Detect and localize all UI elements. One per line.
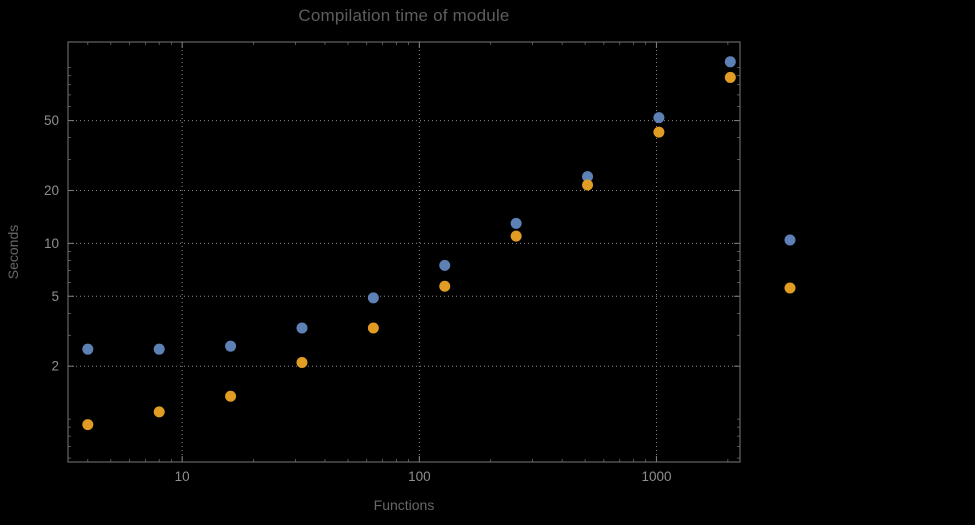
legend-marker-series-1 <box>784 234 796 246</box>
y-tick-label: 20 <box>44 183 59 198</box>
legend-marker-series-2 <box>784 282 796 294</box>
chart-title: Compilation time of module <box>298 6 510 25</box>
y-tick-label: 2 <box>51 359 59 374</box>
x-tick-label: 10 <box>175 469 190 484</box>
data-point-series-2 <box>82 419 94 431</box>
data-point-series-2 <box>225 390 237 402</box>
x-tick-label: 100 <box>408 469 431 484</box>
data-point-series-1 <box>225 340 237 352</box>
x-axis-label: Functions <box>373 497 435 513</box>
data-point-series-1 <box>82 343 94 355</box>
y-axis-label: Seconds <box>5 224 21 280</box>
data-point-series-2 <box>582 179 594 191</box>
data-point-series-1 <box>367 292 379 304</box>
data-point-series-2 <box>439 280 451 292</box>
data-point-series-1 <box>439 259 451 271</box>
data-point-series-2 <box>724 71 736 83</box>
plot-frame <box>67 41 741 463</box>
data-point-series-2 <box>653 126 665 138</box>
data-point-series-1 <box>653 112 665 124</box>
data-point-series-2 <box>296 356 308 368</box>
data-point-series-1 <box>296 322 308 334</box>
x-tick-label: 1000 <box>641 469 671 484</box>
y-tick-label: 50 <box>44 113 59 128</box>
data-point-series-2 <box>153 406 165 418</box>
data-point-series-1 <box>510 217 522 229</box>
y-tick-label: 5 <box>51 289 59 304</box>
data-point-series-2 <box>510 230 522 242</box>
data-point-series-2 <box>367 322 379 334</box>
data-point-series-1 <box>153 343 165 355</box>
y-tick-label: 10 <box>44 236 59 251</box>
data-point-series-1 <box>582 171 594 183</box>
data-point-series-1 <box>724 56 736 68</box>
